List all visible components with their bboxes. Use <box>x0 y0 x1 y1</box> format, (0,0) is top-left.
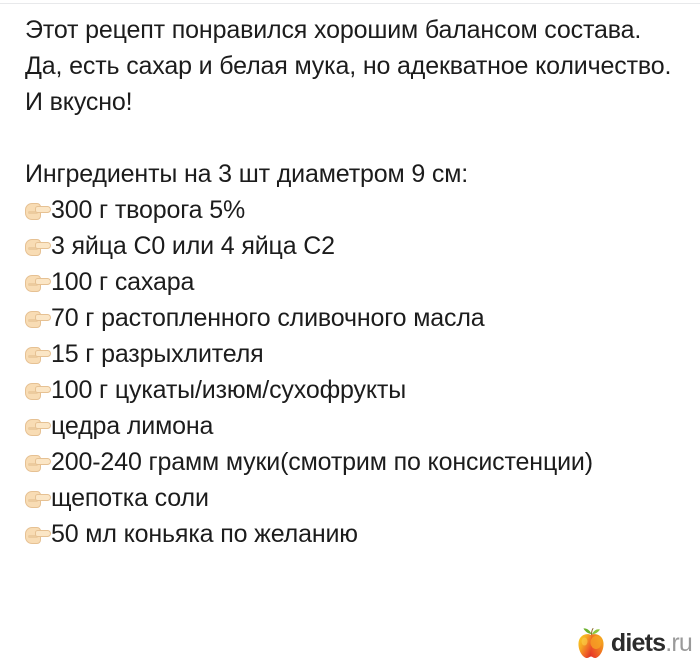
list-item: 100 г сахара <box>25 264 685 300</box>
list-item: 15 г разрыхлителя <box>25 336 685 372</box>
ingredient-text: 200-240 грамм муки(смотрим по консистенц… <box>51 448 593 476</box>
ingredient-text: 50 мл коньяка по желанию <box>51 520 358 548</box>
ingredient-text: 3 яйца С0 или 4 яйца С2 <box>51 232 335 260</box>
list-item: 200-240 грамм муки(смотрим по консистенц… <box>25 444 685 480</box>
ingredient-text: 100 г цукаты/изюм/сухофрукты <box>51 376 407 404</box>
pointing-right-hand-icon <box>25 452 51 474</box>
list-item: 70 г растопленного сливочного масла <box>25 300 685 336</box>
clipped-next-line: Г <box>25 660 39 668</box>
intro-paragraph: Этот рецепт понравился хорошим балансом … <box>25 16 679 116</box>
paragraph-spacer <box>25 120 685 156</box>
ingredient-text: 15 г разрыхлителя <box>51 340 264 368</box>
apple-logo-icon <box>578 628 604 658</box>
ingredient-text: щепотка соли <box>51 484 209 512</box>
watermark-name: diets <box>610 628 666 657</box>
ingredient-text: 300 г творога 5% <box>51 196 246 224</box>
clipped-next-line-text: Г <box>25 660 39 668</box>
pointing-right-hand-icon <box>25 236 51 258</box>
list-item: 300 г творога 5% <box>25 192 685 228</box>
ingredients-heading: Ингредиенты на 3 шт диаметром 9 см: <box>25 160 469 188</box>
pointing-right-hand-icon <box>25 200 51 222</box>
ingredient-text: 100 г сахара <box>51 268 195 296</box>
pointing-right-hand-icon <box>25 524 51 546</box>
watermark-text: diets.ru <box>610 628 693 657</box>
list-item: 100 г цукаты/изюм/сухофрукты <box>25 372 685 408</box>
ingredient-text: 70 г растопленного сливочного масла <box>51 304 485 332</box>
pointing-right-hand-icon <box>25 416 51 438</box>
list-item: щепотка соли <box>25 480 685 516</box>
list-item: цедра лимона <box>25 408 685 444</box>
list-item: 50 мл коньяка по желанию <box>25 516 685 552</box>
top-divider <box>0 3 700 4</box>
list-item: 3 яйца С0 или 4 яйца С2 <box>25 228 685 264</box>
pointing-right-hand-icon <box>25 344 51 366</box>
post-content: Этот рецепт понравился хорошим балансом … <box>25 12 685 552</box>
site-watermark: diets.ru <box>575 626 693 660</box>
watermark-tld: .ru <box>665 628 693 657</box>
pointing-right-hand-icon <box>25 488 51 510</box>
pointing-right-hand-icon <box>25 380 51 402</box>
pointing-right-hand-icon <box>25 308 51 330</box>
pointing-right-hand-icon <box>25 272 51 294</box>
ingredients-list: 300 г творога 5% 3 яйца С0 или 4 яйца С2… <box>25 192 685 552</box>
ingredient-text: цедра лимона <box>51 412 214 440</box>
